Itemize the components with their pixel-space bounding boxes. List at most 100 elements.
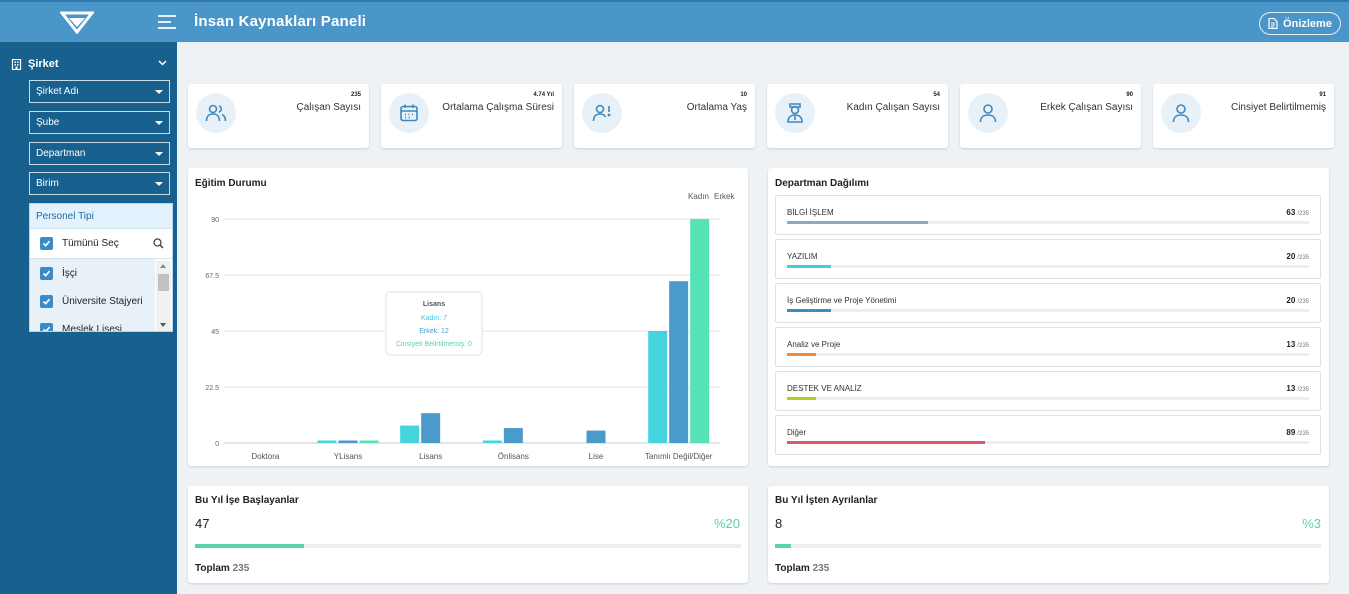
stat-label: Ortalama Yaş (686, 102, 747, 113)
stat-card-employee-count: 235 Çalışan Sayısı (188, 84, 369, 148)
bar-erkek[interactable] (421, 413, 441, 443)
leavers-progress-track (775, 544, 1321, 548)
department-progress-fill (787, 441, 986, 444)
department-progress-track (787, 309, 1309, 312)
department-count: 20/235 (1286, 252, 1309, 261)
personnel-type-dropdown[interactable]: Personel Tipi Tümünü Seç İşçi Üniversite… (29, 203, 173, 332)
sidebar: Şirket Şirket Adı Şube Departman Birim P… (0, 42, 177, 594)
user-icon (1161, 93, 1201, 133)
stat-label: Cinsiyet Belirtilmemiş (1230, 102, 1326, 113)
leavers-total: Toplam 235 (775, 563, 829, 574)
starters-progress-track (195, 544, 741, 548)
department-count-value: 20 (1286, 296, 1296, 305)
y-tick-label: 90 (211, 217, 219, 224)
bar-cinsiyeti-belirtilmemiş[interactable] (690, 219, 710, 443)
department-select-label: Departman (36, 148, 86, 159)
stat-card-avg-age: 10 Ortalama Yaş (574, 84, 755, 148)
checkbox-checked-icon[interactable] (40, 237, 53, 250)
department-total: /235 (1297, 431, 1309, 437)
chevron-down-icon (158, 58, 167, 69)
department-count: 63/235 (1286, 208, 1309, 217)
stat-value: 4.74 Yıl (533, 92, 554, 98)
tooltip-male: Erkek: 12 (419, 328, 449, 335)
department-row[interactable]: Analiz ve Proje 13/235 (775, 327, 1321, 367)
department-row[interactable]: BİLGİ İŞLEM 63/235 (775, 195, 1321, 235)
x-tick-label: Lise (589, 452, 604, 461)
department-name: İş Geliştirme ve Proje Yönetimi (787, 296, 897, 305)
logo[interactable] (60, 10, 94, 34)
department-distribution-card: Departman Dağılımı BİLGİ İŞLEM 63/235 YAZI… (768, 168, 1329, 466)
legend-female[interactable]: Kadın (688, 192, 709, 201)
personnel-option-label: İşçi (62, 267, 77, 279)
bar-kadın[interactable] (482, 440, 502, 443)
leavers-percent: %3 (1302, 516, 1321, 531)
personnel-option-vocational-school[interactable]: Meslek Lisesi (30, 315, 155, 332)
bar-kadın[interactable] (400, 425, 420, 443)
total-label: Toplam (195, 563, 230, 574)
personnel-option-label: Meslek Lisesi (62, 323, 123, 332)
unit-select-label: Birim (36, 178, 59, 189)
company-name-select[interactable]: Şirket Adı (29, 80, 170, 103)
starters-card: Bu Yıl İşe Başlayanlar 47 %20 Toplam 235 (188, 486, 748, 583)
department-progress-fill (787, 397, 816, 400)
building-icon (11, 58, 22, 70)
department-progress-fill (787, 265, 832, 268)
hamburger-menu-icon[interactable] (158, 15, 176, 29)
bar-kadın[interactable] (317, 440, 337, 443)
department-progress-track (787, 441, 1309, 444)
app-title: İnsan Kaynakları Paneli (194, 13, 367, 30)
checkbox-checked-icon[interactable] (40, 322, 53, 331)
checkbox-checked-icon[interactable] (40, 266, 53, 280)
tooltip-title: Lisans (423, 301, 445, 308)
stat-label: Erkek Çalışan Sayısı (1040, 102, 1133, 113)
unit-select[interactable]: Birim (29, 172, 170, 195)
company-label: Şirket (28, 58, 59, 70)
bar-erkek[interactable] (669, 281, 689, 443)
department-count: 13/235 (1286, 340, 1309, 349)
company-filter-header[interactable]: Şirket (11, 58, 171, 70)
preview-button[interactable]: Önizleme (1259, 12, 1341, 35)
y-tick-label: 0 (215, 441, 219, 448)
search-icon[interactable] (153, 238, 164, 249)
nurse-icon (775, 93, 815, 133)
personnel-option-worker[interactable]: İşçi (30, 259, 155, 287)
department-progress-fill (787, 309, 832, 312)
scroll-thumb[interactable] (158, 274, 169, 291)
dropdown-arrow-icon (155, 90, 163, 94)
leavers-card: Bu Yıl İşten Ayrılanlar 8 %3 Toplam 235 (768, 486, 1329, 583)
department-progress-fill (787, 221, 928, 224)
bar-kadın[interactable] (648, 331, 668, 443)
checkbox-checked-icon[interactable] (40, 294, 53, 308)
scroll-down-arrow-icon[interactable] (160, 323, 166, 327)
company-name-select-label: Şirket Adı (36, 86, 79, 97)
dropdown-scrollbar[interactable] (156, 261, 171, 331)
department-name: Analiz ve Proje (787, 340, 841, 349)
leavers-count: 8 (775, 516, 783, 531)
bar-erkek[interactable] (338, 440, 358, 443)
department-count-value: 89 (1286, 428, 1296, 437)
stat-value: 90 (1126, 92, 1133, 98)
department-row[interactable]: YAZILIM 20/235 (775, 239, 1321, 279)
scroll-up-arrow-icon[interactable] (160, 264, 166, 268)
department-progress-track (787, 397, 1309, 400)
select-all-option[interactable]: Tümünü Seç (30, 229, 172, 259)
bar-erkek[interactable] (503, 428, 523, 443)
department-name: BİLGİ İŞLEM (787, 208, 834, 217)
department-row[interactable]: DESTEK VE ANALİZ 13/235 (775, 371, 1321, 411)
preview-label: Önizleme (1283, 17, 1332, 30)
personnel-option-label: Üniversite Stajyeri (62, 295, 143, 307)
education-chart-title: Eğitim Durumu (195, 178, 267, 189)
department-row[interactable]: İş Geliştirme ve Proje Yönetimi 20/235 (775, 283, 1321, 323)
department-select[interactable]: Departman (29, 142, 170, 165)
calendar-icon (389, 93, 429, 133)
personnel-option-university-intern[interactable]: Üniversite Stajyeri (30, 287, 155, 315)
branch-select[interactable]: Şube (29, 111, 170, 134)
leavers-progress-fill (775, 544, 792, 548)
dropdown-arrow-icon (155, 182, 163, 186)
department-count: 13/235 (1286, 384, 1309, 393)
department-row[interactable]: Diğer 89/235 (775, 415, 1321, 455)
bar-cinsiyeti-belirtilmemiş[interactable] (359, 440, 379, 443)
legend-male[interactable]: Erkek (714, 192, 735, 201)
stat-value: 91 (1319, 92, 1326, 98)
bar-erkek[interactable] (586, 430, 606, 443)
